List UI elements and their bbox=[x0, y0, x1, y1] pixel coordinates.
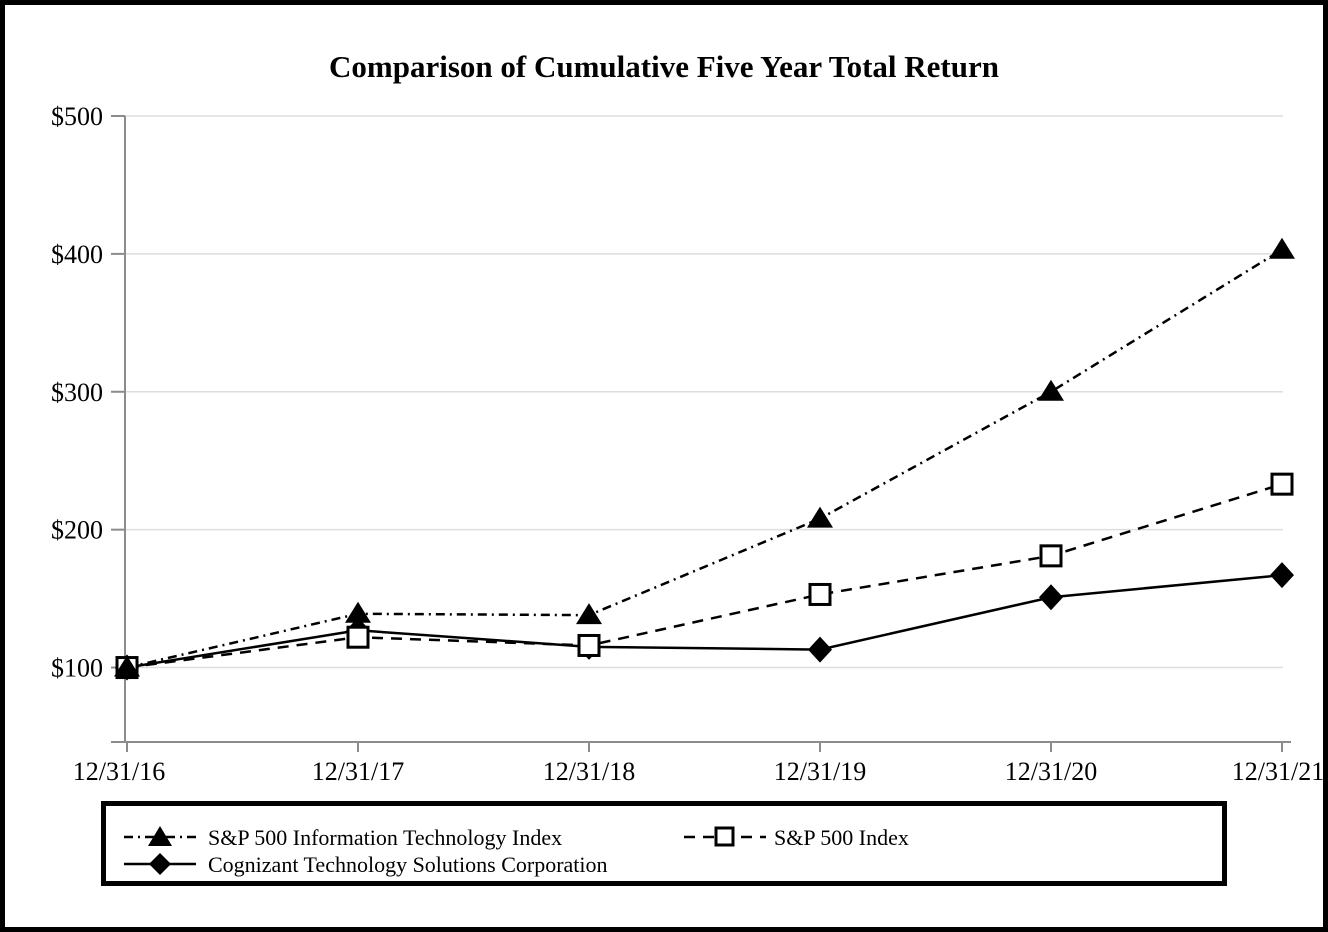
legend-label-sp500-it-index: S&P 500 Information Technology Index bbox=[208, 825, 563, 850]
legend-label-cognizant: Cognizant Technology Solutions Corporati… bbox=[208, 852, 608, 877]
svg-text:$500: $500 bbox=[51, 102, 103, 131]
svg-text:$200: $200 bbox=[51, 516, 103, 545]
sp500-index-line-square-icon bbox=[684, 826, 766, 847]
svg-text:$300: $300 bbox=[51, 378, 103, 407]
svg-text:$100: $100 bbox=[51, 654, 103, 683]
svg-text:12/31/20: 12/31/20 bbox=[1005, 757, 1097, 786]
svg-text:12/31/17: 12/31/17 bbox=[312, 757, 404, 786]
svg-text:12/31/21: 12/31/21 bbox=[1232, 757, 1323, 786]
svg-text:12/31/19: 12/31/19 bbox=[774, 757, 866, 786]
svg-text:12/31/16: 12/31/16 bbox=[73, 757, 165, 786]
svg-text:12/31/18: 12/31/18 bbox=[543, 757, 635, 786]
cognizant-line-diamond-icon bbox=[124, 853, 196, 875]
legend-label-sp500-index: S&P 500 Index bbox=[774, 825, 909, 850]
chart-title: Comparison of Cumulative Five Year Total… bbox=[329, 49, 999, 84]
svg-text:$400: $400 bbox=[51, 240, 103, 269]
chart-legend: S&P 500 Information Technology Index S&P… bbox=[101, 801, 1227, 886]
sp500-it-index-line-triangle-icon bbox=[124, 826, 196, 846]
line-chart-plot-area: $100 $200 $300 $400 $500 12/31/16 12/31/17 12/3… bbox=[51, 102, 1323, 786]
